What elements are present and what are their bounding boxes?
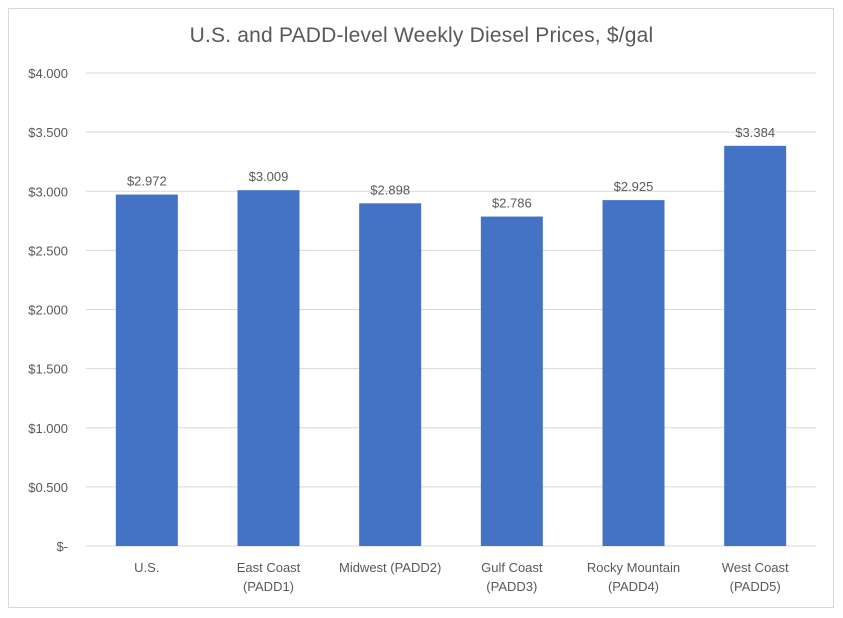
chart-title: U.S. and PADD-level Weekly Diesel Prices… bbox=[189, 24, 654, 47]
bar bbox=[115, 194, 178, 546]
y-tick-label: $3.500 bbox=[28, 125, 68, 140]
bar bbox=[359, 203, 422, 546]
x-tick-label: West Coast bbox=[722, 560, 789, 575]
x-tick-label: Gulf Coast bbox=[481, 560, 543, 575]
x-tick-label: (PADD5) bbox=[730, 579, 781, 594]
y-tick-label: $3.000 bbox=[28, 184, 68, 199]
data-label: $3.384 bbox=[735, 125, 775, 140]
data-label: $2.925 bbox=[614, 179, 654, 194]
x-tick-label: (PADD1) bbox=[243, 579, 294, 594]
bar bbox=[724, 145, 787, 547]
data-label: $2.898 bbox=[370, 182, 410, 197]
bar bbox=[602, 200, 665, 546]
bar bbox=[237, 190, 300, 547]
y-tick-label: $2.000 bbox=[28, 303, 68, 318]
y-tick-label: $1.500 bbox=[28, 362, 68, 377]
y-tick-label: $0.500 bbox=[28, 480, 68, 495]
x-tick-label: East Coast bbox=[237, 560, 301, 575]
data-label: $2.786 bbox=[492, 196, 532, 211]
y-tick-label: $- bbox=[56, 539, 68, 554]
x-tick-label: Midwest (PADD2) bbox=[339, 560, 441, 575]
x-tick-label: Rocky Mountain bbox=[587, 560, 680, 575]
y-tick-label: $4.000 bbox=[28, 66, 68, 81]
x-tick-label: U.S. bbox=[134, 560, 159, 575]
x-tick-label: (PADD4) bbox=[608, 579, 659, 594]
x-tick-label: (PADD3) bbox=[486, 579, 537, 594]
bar bbox=[480, 216, 543, 547]
data-label: $2.972 bbox=[127, 174, 167, 189]
y-tick-label: $1.000 bbox=[28, 421, 68, 436]
y-tick-label: $2.500 bbox=[28, 243, 68, 258]
data-label: $3.009 bbox=[249, 169, 289, 184]
